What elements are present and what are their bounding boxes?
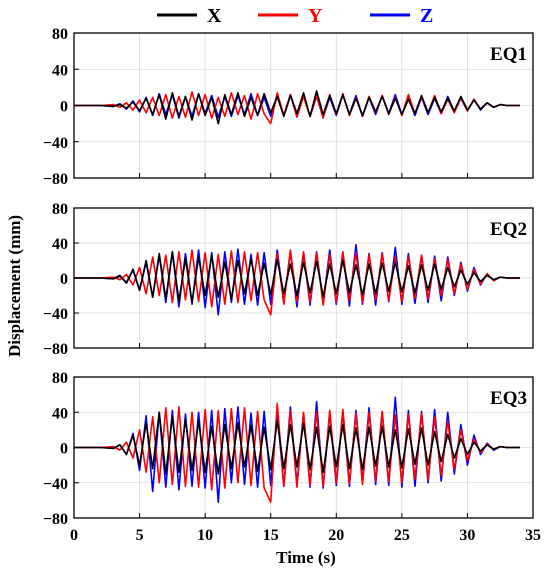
y-axis-label: Displacement (mm) [5, 215, 24, 357]
x-tick-label: 15 [263, 527, 279, 544]
series-line-x [74, 250, 520, 304]
panels: −80 −40 0 40 80 EQ1 −80 −40 0 40 80 EQ2 −80 −40 0 40 80 0… [43, 26, 541, 544]
x-tick-label: 5 [136, 527, 144, 544]
y-tick-label: 40 [52, 405, 68, 422]
y-tick-label: 0 [60, 99, 68, 116]
y-tick-label: −40 [43, 476, 68, 493]
x-tick-label: 35 [525, 527, 541, 544]
panel-2: −80 −40 0 40 80 EQ2 [43, 201, 534, 358]
y-tick-label: 80 [52, 26, 68, 43]
x-tick-label: 20 [328, 527, 344, 544]
y-tick-label: 80 [52, 370, 68, 387]
panel-title: EQ1 [490, 44, 527, 65]
y-tick-label: −80 [43, 511, 68, 528]
y-tick-label: −80 [43, 171, 68, 188]
y-tick-label: −40 [43, 306, 68, 323]
series-line-x [74, 411, 520, 475]
x-tick-label: 10 [197, 527, 213, 544]
panel-title: EQ2 [490, 219, 527, 240]
y-tick-label: −40 [43, 135, 68, 152]
legend-label-y: Y [308, 5, 323, 27]
y-tick-label: 40 [52, 62, 68, 79]
x-tick-label: 25 [394, 527, 410, 544]
legend: X Y Z [157, 5, 433, 27]
y-tick-label: −80 [43, 341, 68, 358]
x-tick-label: 0 [70, 527, 78, 544]
x-tick-label: 30 [459, 527, 475, 544]
y-tick-label: 0 [60, 441, 68, 458]
series-line-x [74, 90, 520, 125]
y-tick-label: 40 [52, 236, 68, 253]
y-tick-label: 0 [60, 271, 68, 288]
y-tick-label: 80 [52, 201, 68, 218]
legend-label-z: Z [420, 5, 433, 27]
panel-title: EQ3 [490, 388, 527, 409]
x-axis-label: Time (s) [276, 548, 336, 567]
panel-1: −80 −40 0 40 80 EQ1 [43, 26, 534, 188]
panel-3: −80 −40 0 40 80 0 5 10 15 20 25 30 35 EQ3 [43, 370, 541, 544]
series-line-z [74, 243, 520, 316]
legend-label-x: X [207, 5, 222, 27]
